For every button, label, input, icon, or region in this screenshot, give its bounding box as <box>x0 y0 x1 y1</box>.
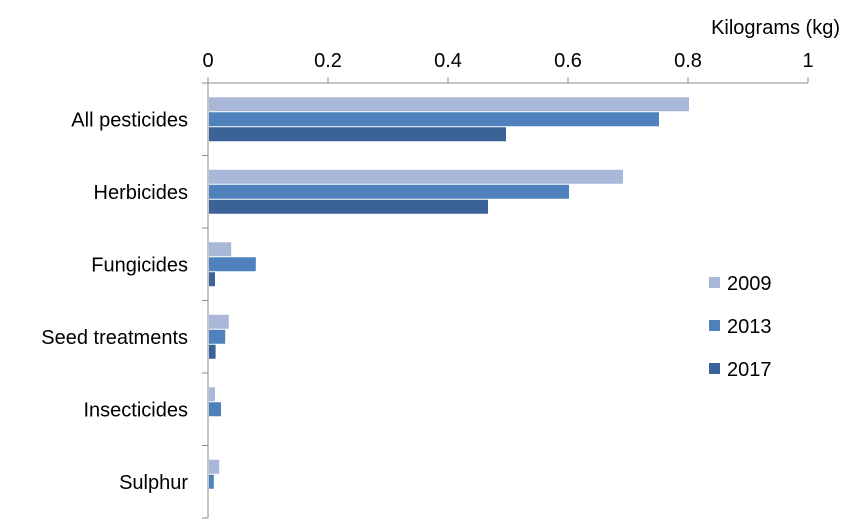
bar <box>209 97 689 112</box>
x-tick-label: 0.8 <box>674 50 702 72</box>
bar <box>209 402 221 417</box>
legend-label: 2017 <box>727 359 772 381</box>
bar <box>209 344 216 359</box>
bar <box>209 387 215 402</box>
x-tick-label: 0.4 <box>434 50 462 72</box>
category-label: Herbicides <box>94 182 188 204</box>
x-axis: 0 0.2 0.4 0.6 0.8 1 <box>202 50 814 84</box>
category-label: Insecticides <box>84 399 189 421</box>
bar <box>209 474 214 489</box>
category-label: All pesticides <box>71 109 188 131</box>
legend-swatch <box>709 320 720 331</box>
bar <box>209 184 569 199</box>
bar <box>209 459 220 474</box>
bar <box>209 329 226 344</box>
x-tick-label: 1 <box>802 50 813 72</box>
x-tick-label: 0.2 <box>314 50 342 72</box>
bar <box>209 169 623 184</box>
axis-unit-label: Kilograms (kg) <box>711 17 840 39</box>
bar <box>209 242 232 257</box>
bars-group <box>209 97 689 489</box>
category-label: Fungicides <box>91 254 188 276</box>
bar <box>209 112 659 127</box>
legend-swatch <box>709 363 720 374</box>
bar <box>209 199 488 214</box>
legend-swatch <box>709 277 720 288</box>
bar <box>209 314 229 329</box>
bar <box>209 127 506 142</box>
legend-label: 2009 <box>727 273 772 295</box>
legend-label: 2013 <box>727 316 772 338</box>
bar <box>209 272 215 287</box>
legend: 2009 2013 2017 <box>709 273 772 381</box>
y-axis: All pesticides Herbicides Fungicides Seed t… <box>41 82 209 519</box>
category-label: Seed treatments <box>41 327 188 349</box>
x-tick-label: 0.6 <box>554 50 582 72</box>
x-tick-label: 0 <box>202 50 213 72</box>
category-label: Sulphur <box>119 472 188 494</box>
bar <box>209 257 256 272</box>
